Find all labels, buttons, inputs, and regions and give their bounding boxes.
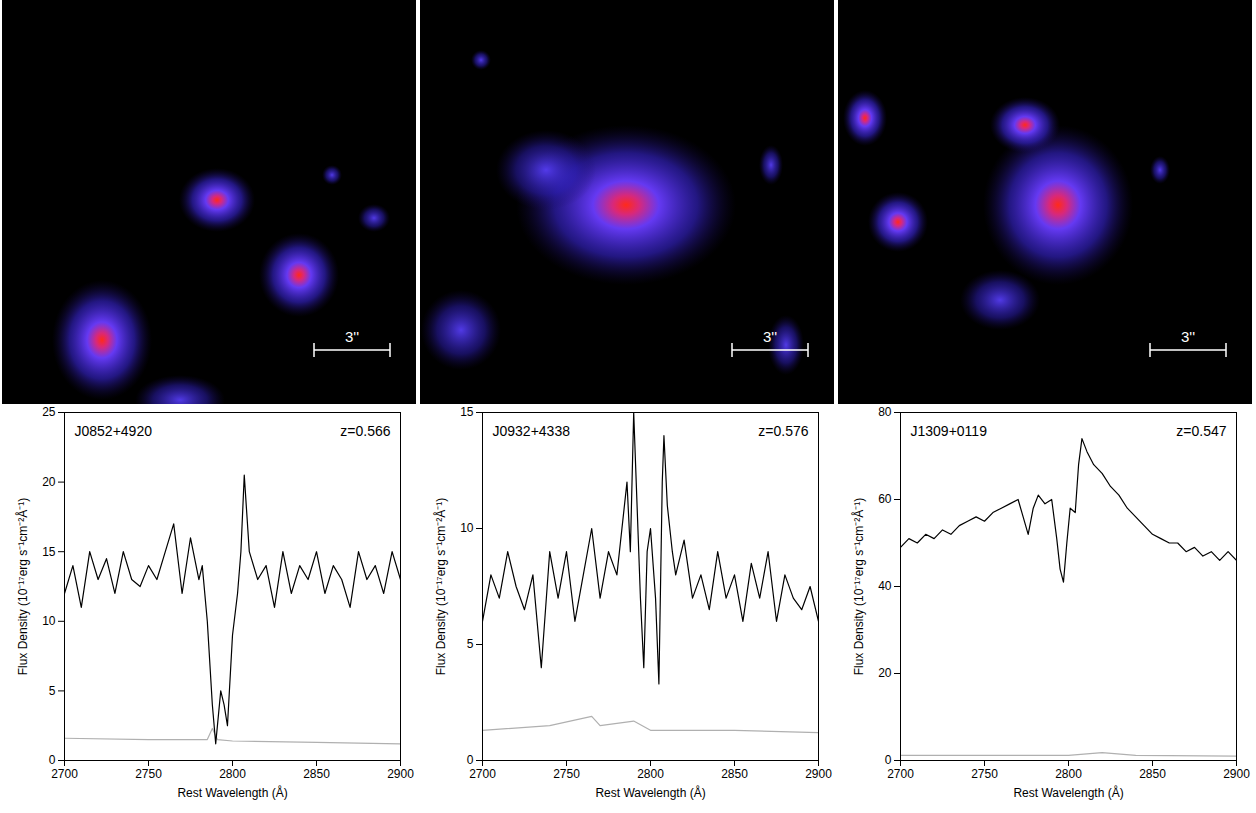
svg-text:Flux Density (10⁻¹⁷erg s⁻¹cm⁻²: Flux Density (10⁻¹⁷erg s⁻¹cm⁻²Å⁻¹): [15, 498, 30, 676]
svg-text:2900: 2900: [1223, 767, 1250, 781]
svg-text:Rest Wavelength (Å): Rest Wavelength (Å): [595, 785, 705, 800]
svg-text:0: 0: [467, 753, 474, 767]
svg-text:J0852+4920: J0852+4920: [75, 423, 153, 439]
svg-text:2850: 2850: [303, 767, 330, 781]
svg-text:20: 20: [42, 475, 56, 489]
svg-text:Flux Density (10⁻¹⁷erg s⁻¹cm⁻²: Flux Density (10⁻¹⁷erg s⁻¹cm⁻²Å⁻¹): [851, 498, 866, 676]
svg-text:10: 10: [460, 521, 474, 535]
svg-text:Flux Density (10⁻¹⁷erg s⁻¹cm⁻²: Flux Density (10⁻¹⁷erg s⁻¹cm⁻²Å⁻¹): [433, 498, 448, 676]
svg-text:Rest Wavelength (Å): Rest Wavelength (Å): [1013, 785, 1123, 800]
svg-text:0: 0: [49, 753, 56, 767]
svg-text:2850: 2850: [721, 767, 748, 781]
svg-text:z=0.576: z=0.576: [758, 423, 808, 439]
svg-text:z=0.547: z=0.547: [1176, 423, 1226, 439]
svg-text:J1309+0119: J1309+0119: [911, 423, 988, 439]
svg-text:2800: 2800: [1055, 767, 1082, 781]
svg-text:25: 25: [42, 405, 56, 419]
svg-text:3'': 3'': [763, 328, 777, 345]
svg-text:40: 40: [878, 579, 892, 593]
svg-text:5: 5: [49, 684, 56, 698]
svg-text:2900: 2900: [805, 767, 832, 781]
svg-text:60: 60: [878, 492, 892, 506]
svg-text:z=0.566: z=0.566: [340, 423, 390, 439]
svg-text:2700: 2700: [887, 767, 914, 781]
svg-text:2800: 2800: [637, 767, 664, 781]
svg-text:80: 80: [878, 405, 892, 419]
svg-text:15: 15: [42, 545, 56, 559]
svg-text:2700: 2700: [51, 767, 78, 781]
svg-text:2700: 2700: [469, 767, 496, 781]
svg-text:2850: 2850: [1139, 767, 1166, 781]
svg-text:15: 15: [460, 405, 474, 419]
svg-text:Rest Wavelength (Å): Rest Wavelength (Å): [177, 785, 287, 800]
svg-text:0: 0: [885, 753, 892, 767]
svg-text:J0932+4338: J0932+4338: [493, 423, 571, 439]
svg-text:20: 20: [878, 666, 892, 680]
svg-text:2750: 2750: [971, 767, 998, 781]
svg-text:2900: 2900: [387, 767, 414, 781]
svg-text:2750: 2750: [553, 767, 580, 781]
svg-text:5: 5: [467, 637, 474, 651]
svg-text:3'': 3'': [345, 328, 359, 345]
svg-text:3'': 3'': [1181, 328, 1195, 345]
svg-text:10: 10: [42, 614, 56, 628]
svg-text:2800: 2800: [219, 767, 246, 781]
svg-text:2750: 2750: [135, 767, 162, 781]
